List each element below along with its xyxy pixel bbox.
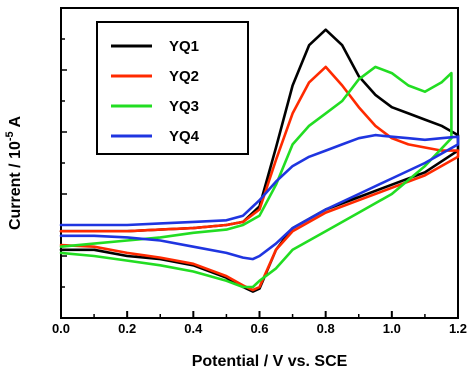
series-line-yq3 <box>59 65 453 289</box>
legend-label-yq3: YQ3 <box>169 98 199 115</box>
x-tick-label: 1.0 <box>383 321 401 336</box>
legend-label-yq4: YQ4 <box>169 128 200 145</box>
x-tick-label: 1.2 <box>449 321 467 336</box>
series-line-yq4 <box>59 133 460 261</box>
series-line-yq2 <box>59 65 460 292</box>
x-tick-label: 0.8 <box>317 321 335 336</box>
x-tick-label: 0.6 <box>250 321 268 336</box>
legend-label-yq1: YQ1 <box>169 38 199 55</box>
x-tick-label: 0.2 <box>118 321 136 336</box>
x-tick-label: 0.0 <box>52 321 70 336</box>
legend-box <box>96 21 249 155</box>
legend: YQ1 YQ2 YQ3 YQ4 <box>96 21 249 155</box>
x-axis-title: Potential / V vs. SCE <box>192 353 348 370</box>
y-axis-title: Current / 10-5 A <box>4 116 24 231</box>
x-ticks: 0.0 0.2 0.4 0.6 0.8 1.0 1.2 <box>52 311 467 336</box>
series-layer <box>59 28 460 293</box>
legend-label-yq2: YQ2 <box>169 68 199 85</box>
x-tick-label: 0.4 <box>184 321 203 336</box>
